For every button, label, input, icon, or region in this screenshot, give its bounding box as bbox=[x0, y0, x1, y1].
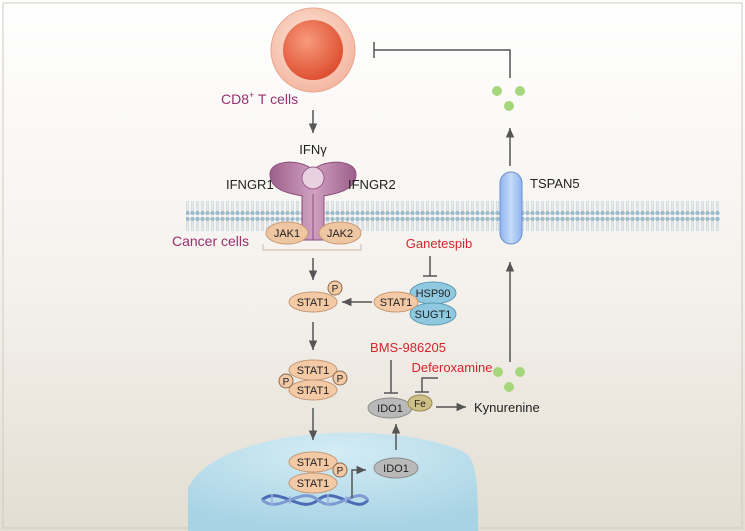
cell-membrane bbox=[186, 196, 720, 232]
ido1-enzyme-label: IDO1 bbox=[377, 403, 403, 415]
ganetespib-label: Ganetespib bbox=[406, 236, 473, 251]
tcell-inhibit-line bbox=[374, 49, 511, 78]
hsp90-label: HSP90 bbox=[416, 288, 451, 300]
stat1-complex-node bbox=[373, 291, 419, 313]
ido1-transcript-node bbox=[373, 457, 419, 479]
ifngr2-label: IFNGR2 bbox=[348, 177, 396, 192]
phosphate-badge-right bbox=[332, 370, 348, 386]
sugt1-node bbox=[409, 302, 457, 326]
stat1-label: STAT1 bbox=[297, 297, 330, 309]
jak1-label: JAK1 bbox=[274, 228, 300, 240]
cd8-t-cells-label: CD8+ T cells bbox=[221, 90, 298, 107]
stat1-dna-bottom bbox=[288, 472, 338, 494]
ifngr1-label: IFNGR1 bbox=[226, 177, 274, 192]
phosphate-label: P bbox=[332, 284, 339, 295]
molecule-dots-icon bbox=[493, 367, 525, 392]
fe-node bbox=[407, 394, 433, 412]
tspan5-label: TSPAN5 bbox=[530, 176, 580, 191]
ifngr-receptor-icon bbox=[269, 161, 357, 241]
stat1-complex-label: STAT1 bbox=[380, 297, 413, 309]
stat1-dimer-top-label: STAT1 bbox=[297, 365, 330, 377]
phosphate-badge bbox=[327, 280, 343, 296]
receptor-bracket bbox=[262, 244, 362, 251]
dna-helix-icon bbox=[261, 494, 370, 506]
deferoxamine-inhibit-line bbox=[421, 377, 438, 392]
cancer-cells-label: Cancer cells bbox=[172, 233, 249, 249]
stat1-dimer-bottom bbox=[288, 379, 338, 401]
stat1-dna-top-label: STAT1 bbox=[297, 457, 330, 469]
kynurenine-label: Kynurenine bbox=[474, 400, 540, 415]
jak2-label: JAK2 bbox=[327, 228, 353, 240]
sugt1-label: SUGT1 bbox=[415, 309, 452, 321]
ido1-transcript-label: IDO1 bbox=[383, 463, 409, 475]
stat1-phospho-node bbox=[288, 291, 338, 313]
fe-label: Fe bbox=[414, 399, 426, 410]
phosphate-badge-dna bbox=[332, 462, 348, 478]
t-cell-icon bbox=[270, 7, 356, 93]
molecule-dots-icon bbox=[492, 86, 525, 111]
deferoxamine-label: Deferoxamine bbox=[412, 360, 493, 375]
phosphate-right-label: P bbox=[337, 374, 344, 385]
ifng-label: IFNγ bbox=[299, 142, 327, 157]
phosphate-dna-label: P bbox=[337, 466, 344, 477]
jak2-node bbox=[318, 221, 362, 245]
phosphate-left-label: P bbox=[283, 377, 290, 388]
arrow-transcription bbox=[351, 465, 366, 498]
stat1-dna-bottom-label: STAT1 bbox=[297, 478, 330, 490]
stat1-dna-top bbox=[288, 451, 338, 473]
jak1-node bbox=[265, 221, 309, 245]
phosphate-badge-left bbox=[278, 373, 294, 389]
stat1-dimer-bottom-label: STAT1 bbox=[297, 385, 330, 397]
tspan5-transporter bbox=[499, 171, 523, 245]
bms-986205-label: BMS-986205 bbox=[370, 340, 446, 355]
